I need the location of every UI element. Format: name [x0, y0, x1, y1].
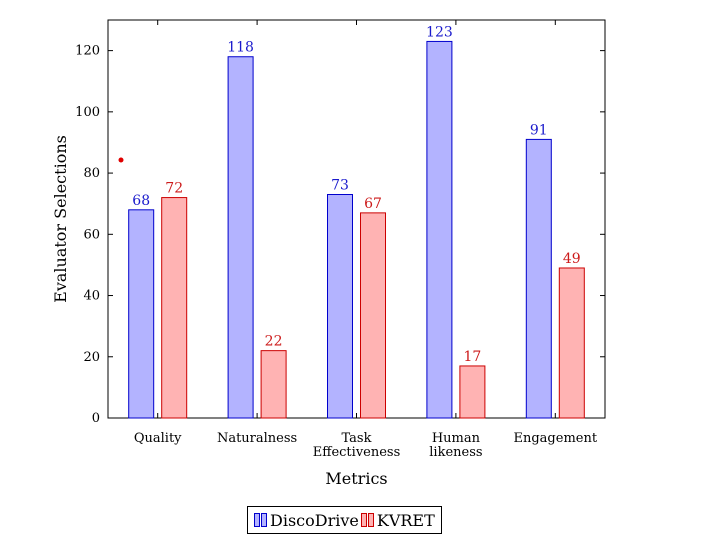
annotation-dot — [118, 157, 124, 163]
data-label-kvret-3: 17 — [463, 349, 481, 365]
bar-kvret-1 — [260, 350, 287, 419]
y-tick-label: 60 — [83, 227, 100, 242]
x-tick-label: likeness — [429, 445, 482, 460]
data-label-kvret-4: 49 — [563, 251, 581, 267]
x-tick-label: Task — [342, 431, 372, 446]
x-tick-label: Human — [432, 431, 481, 446]
bar-discodrive-2 — [327, 194, 353, 419]
data-label-discodrive-2: 73 — [331, 178, 349, 194]
bar-discodrive-3 — [426, 40, 453, 419]
bar-kvret-3 — [459, 365, 486, 419]
x-axis-title: Metrics — [325, 469, 387, 488]
bar-kvret-2 — [360, 212, 386, 419]
legend-label-discodrive: DiscoDrive — [270, 510, 359, 530]
data-label-discodrive-0: 68 — [132, 193, 150, 209]
data-label-kvret-2: 67 — [364, 196, 382, 212]
y-tick-label: 80 — [83, 166, 100, 181]
legend-swatch-discodrive — [254, 513, 267, 527]
data-label-discodrive-3: 123 — [426, 24, 453, 40]
bar-discodrive-1 — [227, 56, 254, 419]
y-tick-label: 0 — [92, 411, 100, 426]
data-label-discodrive-4: 91 — [530, 122, 548, 138]
y-tick-label: 40 — [83, 289, 100, 304]
bar-kvret-0 — [161, 197, 188, 419]
y-axis-title: Evaluator Selections — [51, 135, 70, 303]
legend-label-kvret: KVRET — [376, 510, 435, 530]
bar-kvret-4 — [558, 267, 585, 419]
y-tick-label: 100 — [75, 105, 100, 120]
legend-item-kvret: KVRET — [360, 510, 435, 530]
data-label-kvret-1: 22 — [265, 334, 283, 350]
data-label-discodrive-1: 118 — [227, 40, 254, 56]
legend-item-discodrive: DiscoDrive — [254, 511, 359, 530]
bar-discodrive-0 — [128, 209, 155, 419]
data-label-kvret-0: 72 — [165, 181, 183, 197]
x-tick-label: Effectiveness — [313, 445, 401, 460]
x-tick-label: Quality — [134, 431, 182, 446]
y-tick-label: 20 — [83, 350, 100, 365]
bar-discodrive-4 — [525, 138, 552, 419]
legend: DiscoDrive KVRET — [247, 506, 442, 534]
x-tick-label: Naturalness — [217, 431, 297, 446]
legend-swatch-kvret — [360, 513, 374, 527]
x-tick-label: Engagement — [514, 431, 598, 446]
y-tick-label: 120 — [75, 44, 100, 59]
